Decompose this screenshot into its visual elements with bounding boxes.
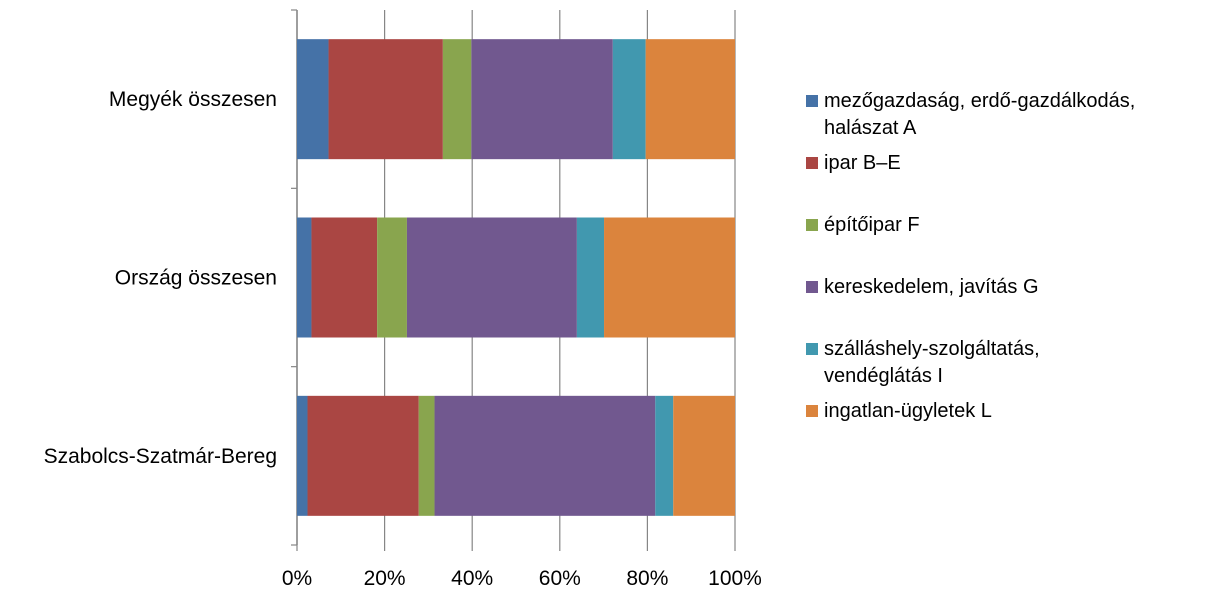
bar-segment xyxy=(297,39,329,160)
bar-segment xyxy=(645,39,735,160)
bar-segment xyxy=(576,217,605,338)
x-tick-label: 0% xyxy=(282,567,312,590)
legend-swatch xyxy=(806,95,818,107)
bar-segment xyxy=(673,395,735,516)
legend-label: építőipar F xyxy=(824,214,920,236)
category-label: Szabolcs-Szatmár-Bereg xyxy=(44,445,277,468)
bar-segment xyxy=(434,395,656,516)
legend-label: szálláshely-szolgáltatás, vendéglátás I xyxy=(824,338,1040,387)
x-tick-label: 40% xyxy=(451,567,493,590)
bar-segment xyxy=(471,39,613,160)
bar-segment xyxy=(612,39,646,160)
x-tick-label: 60% xyxy=(539,567,581,590)
legend-label: ipar B–E xyxy=(824,152,901,174)
bar-segment xyxy=(406,217,577,338)
legend-swatch xyxy=(806,157,818,169)
bar-segment xyxy=(377,217,407,338)
x-tick-label: 80% xyxy=(626,567,668,590)
x-tick-label: 20% xyxy=(364,567,406,590)
legend-label: kereskedelem, javítás G xyxy=(824,276,1039,298)
bar-segment xyxy=(297,217,312,338)
category-label: Megyék összesen xyxy=(109,88,277,111)
category-label: Ország összesen xyxy=(115,267,277,290)
bar-segment xyxy=(655,395,674,516)
legend-swatch xyxy=(806,219,818,231)
bar-segment xyxy=(604,217,735,338)
bar-segment xyxy=(297,395,308,516)
legend-swatch xyxy=(806,281,818,293)
x-tick-label: 100% xyxy=(708,567,762,590)
legend-label: mezőgazdaság, erdő-gazdálkodás, halászat … xyxy=(824,90,1135,139)
bar-segment xyxy=(307,395,419,516)
bar-segment xyxy=(311,217,378,338)
bar-segment xyxy=(328,39,443,160)
legend-swatch xyxy=(806,405,818,417)
bar-segment xyxy=(418,395,435,516)
legend-swatch xyxy=(806,343,818,355)
legend-label: ingatlan-ügyletek L xyxy=(824,400,992,422)
bar-segment xyxy=(442,39,472,160)
